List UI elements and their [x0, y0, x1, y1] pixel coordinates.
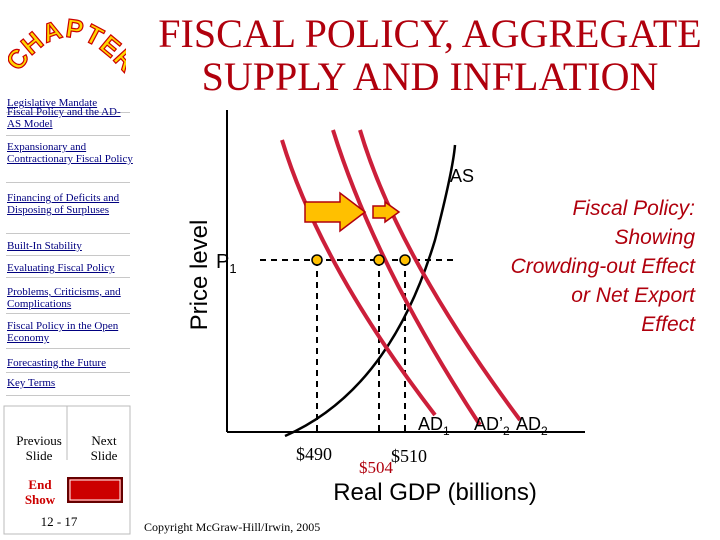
annotation-line-5: Effect	[641, 313, 696, 336]
end-show-button[interactable]: End Show	[12, 477, 68, 507]
as-label: AS	[450, 166, 474, 186]
divider	[6, 135, 130, 136]
copyright: Copyright McGraw-Hill/Irwin, 2005	[144, 520, 321, 534]
annotation-line-1: Fiscal Policy:	[572, 197, 695, 220]
ad1-label: AD1	[418, 414, 450, 438]
as-curve	[284, 144, 457, 438]
slide-number: 12 - 17	[40, 514, 78, 529]
ad2-prime-label: AD’2	[474, 414, 510, 438]
divider	[6, 395, 130, 396]
sidebar-item-problems[interactable]: Problems, Criticisms, and Complications	[7, 286, 121, 310]
sidebar-item-evaluating[interactable]: Evaluating Fiscal Policy	[7, 262, 115, 274]
page-title: FISCAL POLICY, AGGREGATE SUPPLY AND INFL…	[150, 12, 710, 98]
divider	[6, 182, 130, 183]
ad2-curve	[358, 129, 522, 422]
end-show-button-icon[interactable]	[67, 477, 123, 503]
divider	[6, 112, 130, 113]
divider	[6, 372, 130, 373]
end-label-1: End	[28, 477, 52, 492]
title-line-2: SUPPLY AND INFLATION	[201, 54, 659, 99]
ad2-label: AD2	[516, 414, 548, 438]
divider	[6, 277, 130, 278]
sidebar-item-open-economy[interactable]: Fiscal Policy in the Open Economy	[7, 320, 119, 344]
next-label-1: Next	[91, 433, 117, 448]
chapter-logo-text: CHAPTER	[8, 14, 126, 79]
ad-as-chart: Price level P1 AS Fiscal Policy: Showing…	[186, 110, 697, 506]
previous-label-2: Slide	[25, 448, 53, 463]
sidebar-item-financing-deficits[interactable]: Financing of Deficits and Disposing of S…	[7, 192, 120, 216]
annotation-line-4: or Net Export	[571, 284, 696, 307]
ad-labels: AD1 AD’2 AD2	[418, 414, 548, 438]
chapter-logo: CHAPTER	[8, 14, 126, 79]
sidebar-item-expansionary[interactable]: Expansionary and Contractionary Fiscal P…	[7, 141, 133, 165]
divider	[6, 233, 130, 234]
y-axis-label: Price level	[186, 220, 213, 331]
next-slide-button[interactable]: Next Slide	[72, 433, 136, 463]
svg-text:CHAPTER: CHAPTER	[8, 14, 126, 78]
divider	[6, 255, 130, 256]
x-tick-510: $510	[391, 446, 427, 466]
right-arrow-icon	[304, 191, 367, 233]
ad1-curve	[280, 139, 437, 417]
equilibrium-point-ad2-prime	[373, 254, 385, 266]
previous-label-1: Previous	[16, 433, 62, 448]
sidebar-item-built-in-stability[interactable]: Built-In Stability	[7, 240, 82, 252]
divider	[6, 348, 130, 349]
divider	[6, 313, 130, 314]
end-label-2: Show	[24, 492, 56, 507]
sidebar: CHAPTER Legislative Mandate Fiscal Polic…	[0, 0, 135, 540]
sidebar-item-legislative-mandate[interactable]: Legislative Mandate	[7, 97, 98, 109]
x-tick-504: $504	[359, 458, 394, 477]
equilibrium-point-ad1	[311, 254, 323, 266]
sidebar-item-key-terms[interactable]: Key Terms	[7, 377, 56, 389]
ad2-prime-curve	[331, 129, 482, 427]
previous-slide-button[interactable]: Previous Slide	[8, 433, 70, 463]
equilibrium-point-ad2	[399, 254, 411, 266]
sidebar-item-forecasting[interactable]: Forecasting the Future	[7, 357, 106, 369]
next-label-2: Slide	[90, 448, 118, 463]
left-arrow-icon	[372, 200, 401, 224]
nav-panel	[3, 405, 131, 535]
annotation: Fiscal Policy: Showing Crowding-out Effe…	[511, 197, 697, 336]
annotation-line-3: Crowding-out Effect	[511, 255, 697, 278]
p1-label: P1	[216, 251, 237, 276]
x-tick-490: $490	[296, 444, 332, 464]
x-axis-label: Real GDP (billions)	[333, 479, 537, 506]
title-line-1: FISCAL POLICY, AGGREGATE	[158, 11, 702, 56]
sidebar-item-ad-as-model[interactable]: Fiscal Policy and the AD-AS Model	[7, 106, 121, 130]
annotation-line-2: Showing	[614, 226, 695, 249]
